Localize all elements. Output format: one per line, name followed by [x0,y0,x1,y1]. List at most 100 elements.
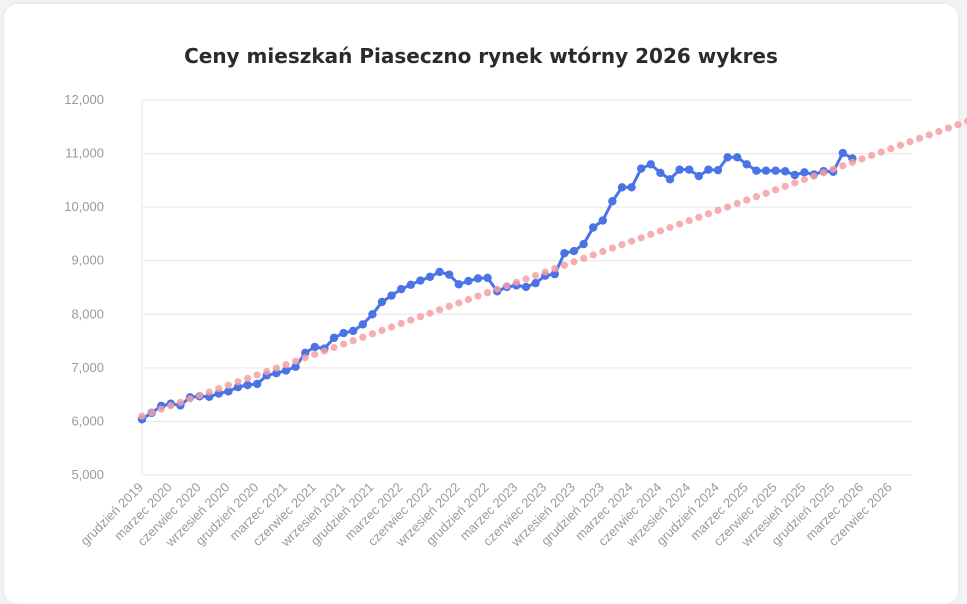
trend-point [349,337,357,345]
trend-point [589,251,597,259]
y-tick-label: 10,000 [64,199,104,214]
data-point [675,165,684,174]
data-point [550,269,559,279]
trend-point [503,282,511,290]
trend-point [916,134,924,142]
y-tick-label: 6,000 [71,413,104,428]
trend-point [493,285,501,293]
data-point [742,160,751,169]
trend-point [925,131,933,139]
trend-point [301,354,309,362]
trend-point [752,193,761,201]
data-point [377,297,387,307]
data-point [608,197,617,206]
y-tick-label: 11,000 [65,146,104,161]
data-point [291,362,300,371]
trend-point [829,165,837,173]
trend-point [445,302,453,310]
data-point [752,166,761,175]
trend-point [330,343,338,352]
trend-point [282,361,290,369]
trend-point [205,388,213,396]
trend-point [464,295,472,304]
data-point [272,369,281,378]
data-point [531,279,540,288]
data-point [589,223,598,232]
trend-point [186,395,194,403]
data-point [704,165,713,174]
trend-point [532,271,540,280]
trend-point [839,162,847,170]
data-point [713,165,723,175]
y-tick-label: 9,000 [71,253,104,268]
trend-point [560,261,569,269]
series-group [137,117,967,424]
trend-point [157,405,165,413]
trend-point [455,299,463,307]
trend-point [148,409,156,417]
trend-point [800,175,809,184]
data-point [464,276,473,286]
y-tick-label: 12,000 [64,92,104,107]
data-point [483,273,492,283]
chart-card [4,4,958,604]
data-point [339,328,348,338]
trend-point [368,330,376,338]
trend-point [522,275,530,283]
trend-point [378,326,386,334]
data-point [224,387,233,396]
trend-point [676,220,684,228]
data-point [473,274,483,283]
trend-point [666,223,674,232]
data-point [454,280,463,289]
line-chart: 5,000 6,000 7,000 8,000 9,000 10,000 11,000 12,… [64,92,967,551]
data-point [253,379,262,389]
trend-point [714,206,722,214]
trend-point [340,340,348,348]
trend-point [810,172,818,180]
y-tick-label: 8,000 [71,306,104,321]
series-trend [138,117,967,420]
chart-title: Ceny mieszkań Piaseczno rynek wtórny 202… [184,44,778,68]
trend-point [858,155,866,163]
trend-point [512,278,521,286]
trend-point [272,364,280,372]
trend-point [868,151,876,160]
data-point [646,160,655,169]
data-point [771,166,780,175]
trend-point [954,121,962,129]
data-point [598,216,607,225]
trend-point [743,196,751,204]
trend-point [253,371,261,379]
trend-point [599,247,607,256]
trend-point [397,319,405,328]
trend-point [820,169,828,177]
data-point [733,153,742,162]
trend-point [685,217,693,225]
data-point [397,284,406,294]
trend-point [656,227,665,235]
data-point [665,175,675,184]
trend-point [618,241,626,249]
data-point [569,246,579,256]
trend-point [964,117,967,125]
trend-point [733,199,741,208]
trend-point [551,265,559,273]
data-point [243,380,252,390]
trend-point [848,158,857,166]
data-point [685,165,694,174]
y-tick-label: 5,000 [71,467,104,482]
data-point [838,148,847,158]
data-point [521,282,531,292]
y-tick-label: 7,000 [71,360,104,375]
data-point [349,326,358,336]
trend-point [234,378,242,386]
trend-point [138,412,146,420]
trend-point [167,402,175,410]
trend-point [215,385,223,393]
trend-point [196,391,204,400]
trend-point [944,124,953,132]
data-point [406,280,415,290]
trend-point [580,254,588,262]
